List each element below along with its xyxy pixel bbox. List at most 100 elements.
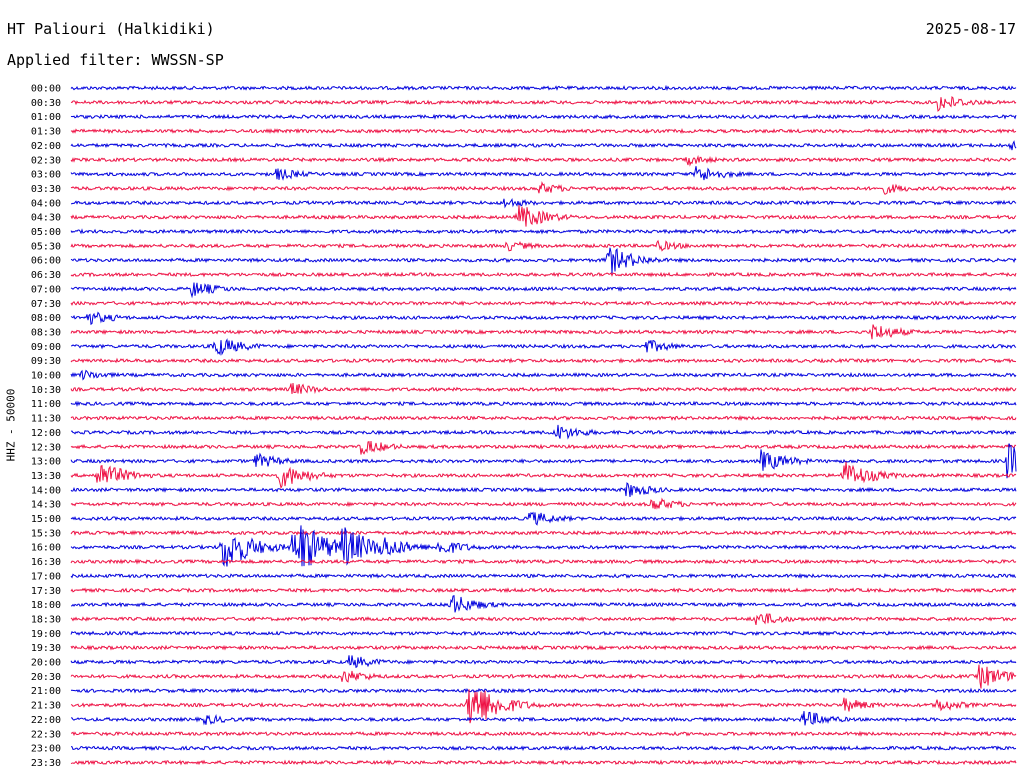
- row-time-label: 03:00: [31, 170, 61, 181]
- row-time-label: 11:30: [31, 414, 61, 425]
- row-time-label: 14:00: [31, 485, 61, 496]
- row-time-label: 20:00: [31, 658, 61, 669]
- row-time-label: 18:00: [31, 600, 61, 611]
- row-time-label: 12:30: [31, 442, 61, 453]
- seismic-trace-row: [70, 154, 1017, 167]
- row-time-label: 09:00: [31, 342, 61, 353]
- seismic-trace-row: [70, 461, 1017, 490]
- row-time-label: 15:30: [31, 528, 61, 539]
- row-time-label: 02:30: [31, 155, 61, 166]
- seismic-trace-row: [70, 383, 1017, 395]
- seismic-trace-row: [70, 357, 1017, 364]
- row-time-label: 10:00: [31, 371, 61, 382]
- seismic-trace-row: [70, 689, 1017, 724]
- seismic-trace-row: [71, 197, 1017, 209]
- row-time-label: 22:00: [31, 715, 61, 726]
- row-time-label: 21:30: [31, 701, 61, 712]
- row-time-label: 04:30: [31, 213, 61, 224]
- seismic-trace-row: [70, 239, 1017, 252]
- row-label-group: 00:00 00:30 01:00 01:30 02:00 02:30 03:00 03:30…: [31, 84, 61, 769]
- seismic-trace-row: [70, 630, 1017, 637]
- row-time-label: 08:30: [31, 327, 61, 338]
- seismic-trace-row: [70, 664, 1017, 689]
- seismic-trace-row: [70, 228, 1017, 235]
- row-time-label: 06:30: [31, 270, 61, 281]
- seismic-trace-row: [70, 338, 1017, 356]
- row-time-label: 06:00: [31, 256, 61, 267]
- row-time-label: 18:30: [31, 614, 61, 625]
- seismic-trace-row: [70, 300, 1017, 307]
- row-time-label: 00:00: [31, 84, 61, 95]
- seismic-trace-row: [70, 95, 1017, 112]
- row-time-label: 17:30: [31, 586, 61, 597]
- seismic-trace-row: [71, 730, 1017, 737]
- row-time-label: 20:30: [31, 672, 61, 683]
- row-time-label: 05:00: [31, 227, 61, 238]
- seismic-trace-row: [70, 324, 1017, 340]
- row-time-label: 02:00: [31, 141, 61, 152]
- seismic-trace-row: [70, 443, 1017, 479]
- row-time-label: 14:30: [31, 500, 61, 511]
- seismic-trace-row: [70, 400, 1017, 407]
- trace-group: [70, 84, 1017, 766]
- seismic-trace-row: [70, 529, 1017, 536]
- seismic-trace-row: [70, 166, 1017, 181]
- seismic-trace-row: [70, 525, 1017, 567]
- row-time-label: 22:30: [31, 729, 61, 740]
- seismic-trace-row: [70, 687, 1017, 694]
- seismic-trace-row: [70, 128, 1017, 135]
- seismic-trace-row: [70, 205, 1017, 227]
- row-time-label: 01:00: [31, 112, 61, 123]
- row-time-label: 10:30: [31, 385, 61, 396]
- row-time-label: 01:30: [31, 127, 61, 138]
- row-time-label: 15:00: [31, 514, 61, 525]
- filter-label: Applied filter: WWSSN-SP: [7, 51, 224, 69]
- seismic-trace-row: [70, 271, 1017, 278]
- seismic-trace-row: [70, 745, 1017, 752]
- row-time-label: 00:30: [31, 98, 61, 109]
- seismic-trace-row: [70, 572, 1017, 580]
- row-time-label: 05:30: [31, 241, 61, 252]
- seismic-trace-row: [71, 711, 1016, 726]
- row-time-label: 13:30: [31, 471, 61, 482]
- seismic-trace-row: [70, 497, 1017, 510]
- station-title: HT Paliouri (Halkidiki): [7, 20, 215, 38]
- seismic-trace-row: [70, 247, 1017, 274]
- row-time-label: 19:00: [31, 629, 61, 640]
- seismic-trace-row: [71, 594, 1017, 613]
- seismic-trace-row: [70, 440, 1017, 455]
- row-time-label: 09:30: [31, 356, 61, 367]
- seismic-trace-row: [70, 311, 1017, 326]
- row-time-label: 23:30: [31, 758, 61, 769]
- row-time-label: 16:00: [31, 543, 61, 554]
- seismic-trace-row: [70, 369, 1017, 381]
- row-time-label: 21:00: [31, 686, 61, 697]
- seismic-trace-row: [70, 424, 1017, 440]
- seismic-trace-row: [70, 613, 1017, 626]
- seismic-trace-row: [70, 282, 1017, 299]
- seismic-trace-row: [70, 511, 1017, 526]
- row-time-label: 17:00: [31, 571, 61, 582]
- row-time-label: 16:30: [31, 557, 61, 568]
- row-time-label: 03:30: [31, 184, 61, 195]
- row-time-label: 19:30: [31, 643, 61, 654]
- seismic-trace-row: [70, 558, 1017, 565]
- seismic-trace-row: [70, 655, 1017, 669]
- seismic-trace-row: [70, 113, 1017, 120]
- seismic-trace-row: [70, 414, 1017, 422]
- row-time-label: 23:00: [31, 744, 61, 755]
- row-time-label: 11:00: [31, 399, 61, 410]
- seismic-trace-row: [70, 140, 1017, 151]
- seismic-trace-row: [70, 84, 1017, 92]
- seismic-trace-row: [70, 759, 1017, 766]
- row-time-label: 04:00: [31, 198, 61, 209]
- seismic-trace-row: [70, 644, 1017, 651]
- row-time-label: 07:00: [31, 284, 61, 295]
- seismic-trace-row: [70, 482, 1017, 497]
- date-label: 2025-08-17: [925, 20, 1016, 38]
- row-time-label: 07:30: [31, 299, 61, 310]
- seismic-trace-row: [70, 181, 1017, 195]
- row-time-label: 08:00: [31, 313, 61, 324]
- row-time-label: 13:00: [31, 457, 61, 468]
